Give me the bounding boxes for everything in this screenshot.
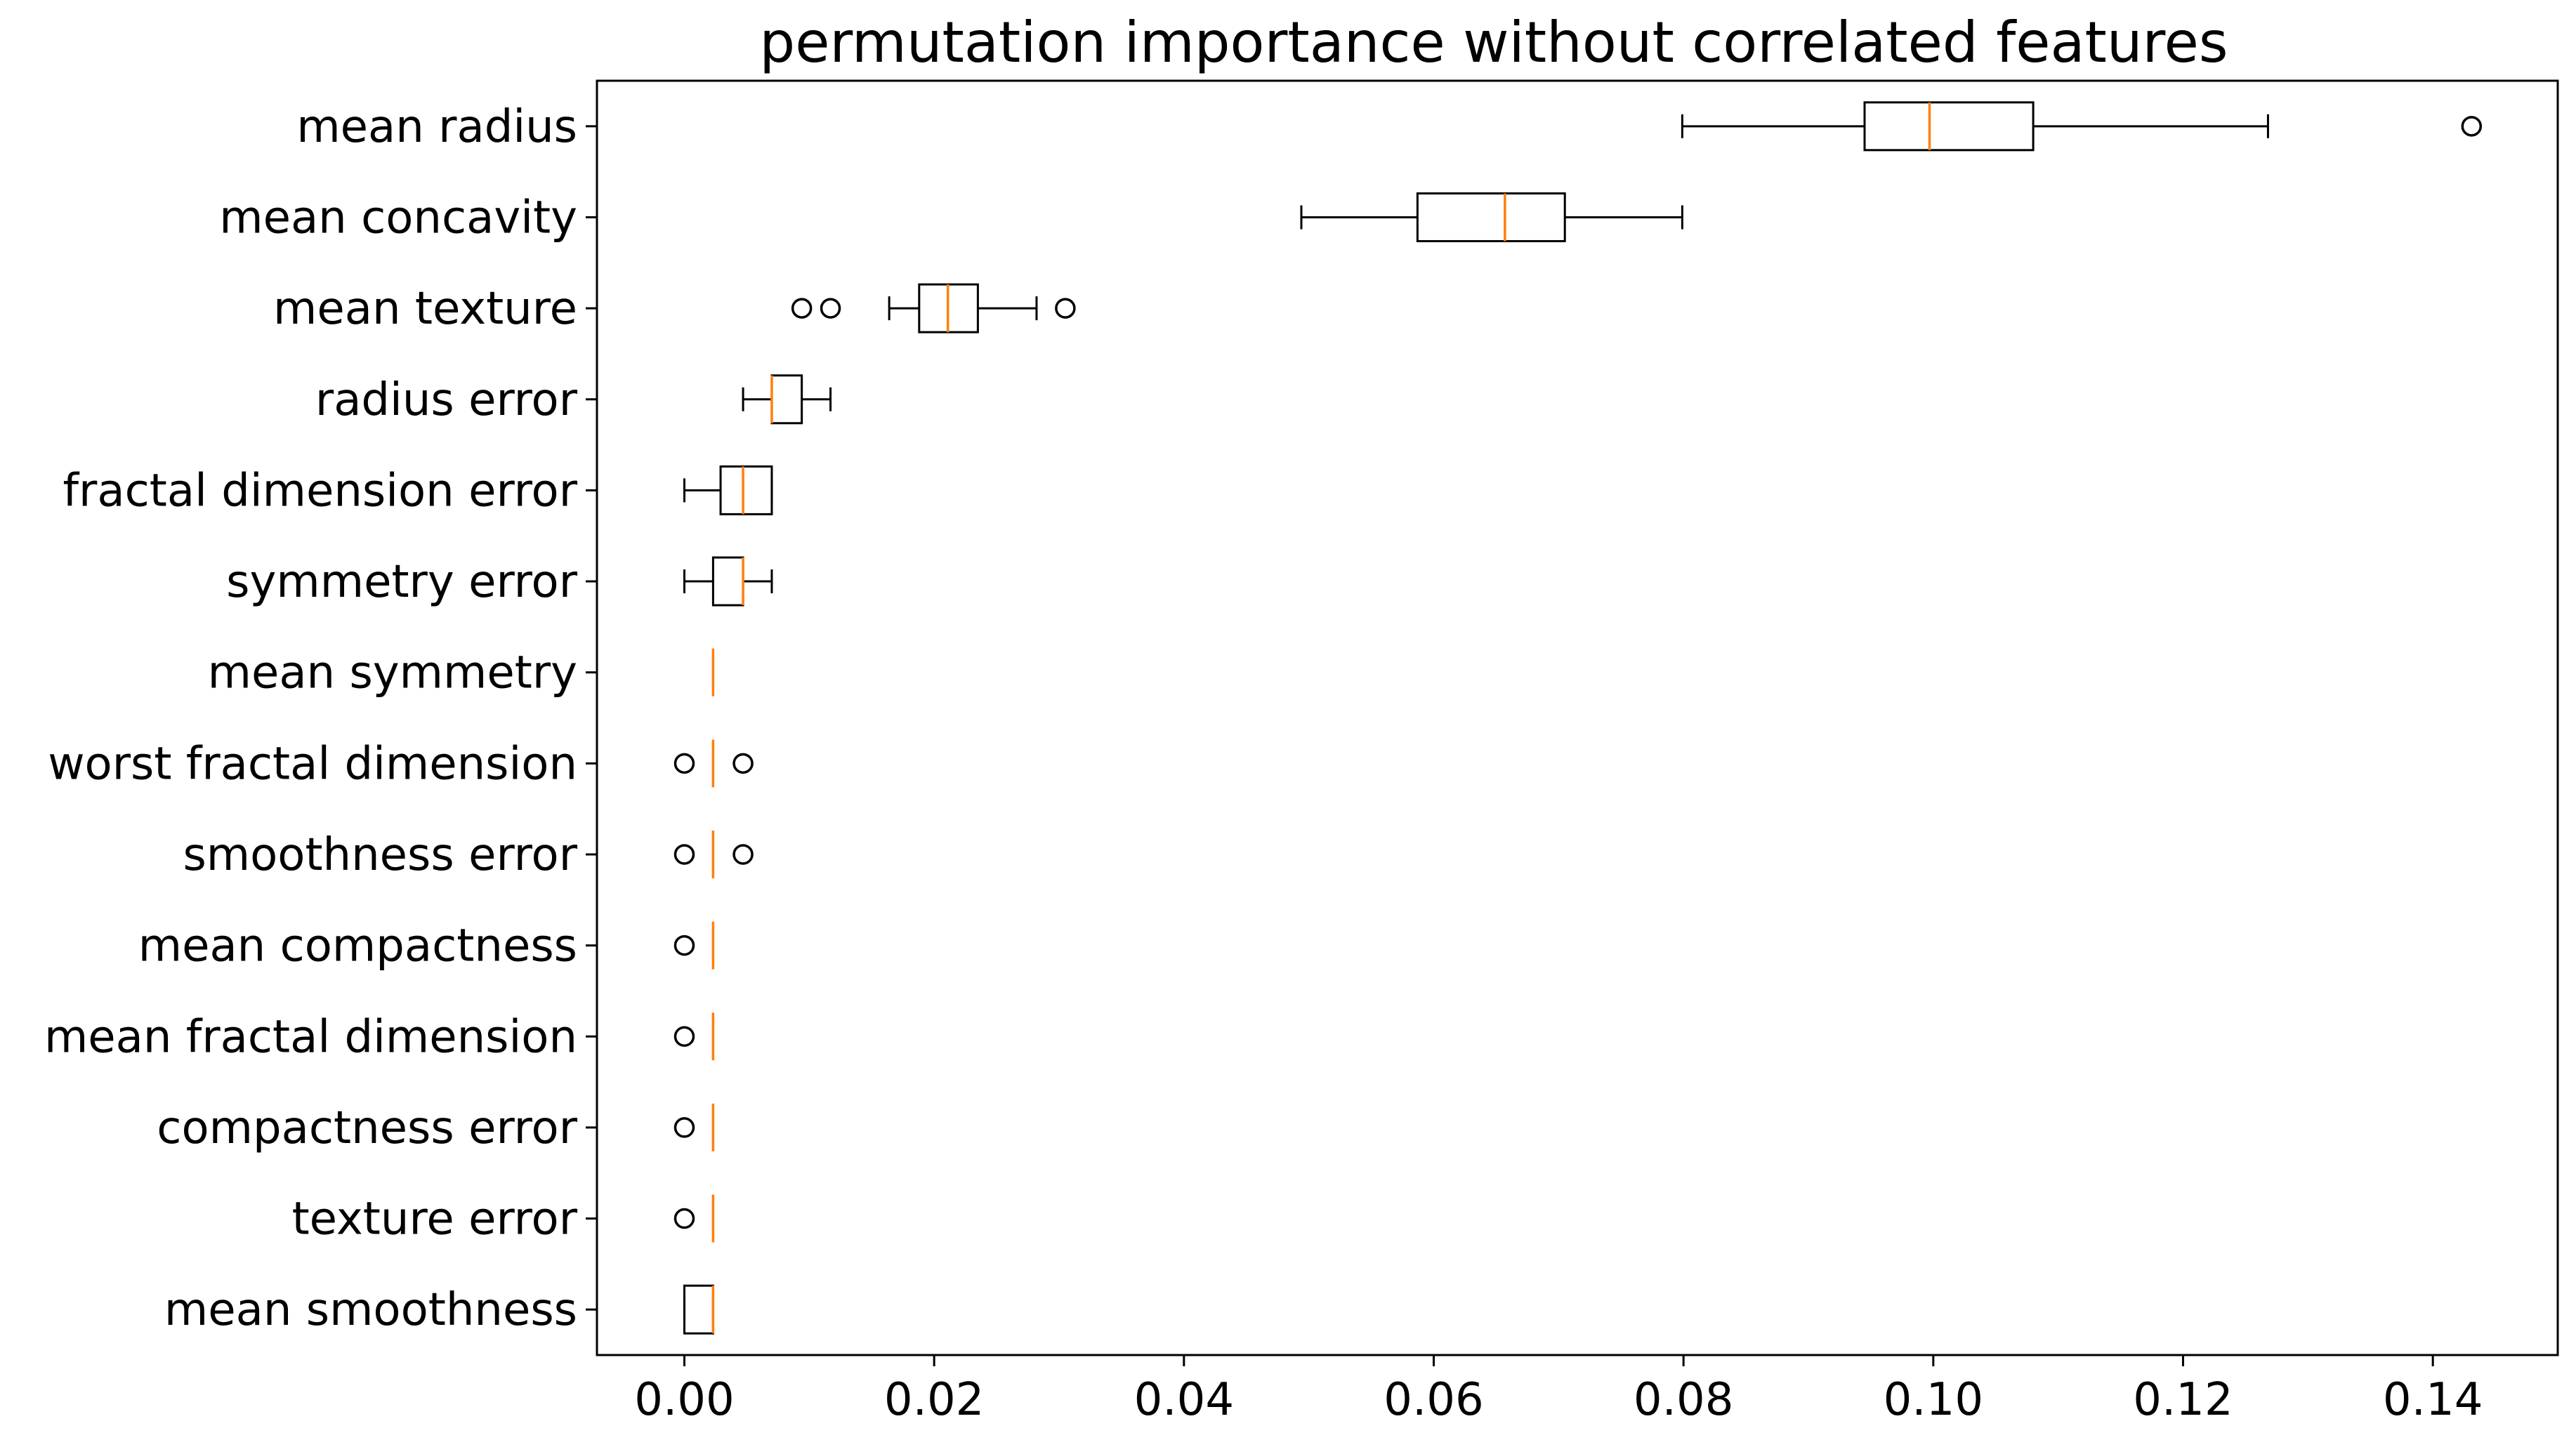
chart-title: permutation importance without correlate… bbox=[759, 10, 2228, 75]
outlier-point bbox=[673, 1026, 695, 1047]
category-label: mean radius bbox=[296, 101, 577, 153]
outlier-point bbox=[673, 1208, 695, 1229]
x-tick-label: 0.04 bbox=[1134, 1374, 1235, 1426]
box-group bbox=[673, 830, 754, 878]
iqr-box bbox=[770, 374, 803, 425]
x-tick-label: 0.02 bbox=[884, 1374, 985, 1426]
outlier-point bbox=[1055, 298, 1076, 319]
x-tick-label: 0.10 bbox=[1884, 1374, 1984, 1426]
box-marks bbox=[673, 101, 2483, 1335]
category-label: fractal dimension error bbox=[63, 465, 578, 517]
category-labels: mean radius mean concavity mean texture rad… bbox=[44, 101, 597, 1336]
category-label: mean symmetry bbox=[208, 647, 577, 699]
category-label: compactness error bbox=[157, 1102, 577, 1154]
box-group bbox=[683, 465, 773, 515]
category-label: worst fractal dimension bbox=[48, 738, 577, 790]
iqr-box bbox=[711, 556, 744, 607]
category-label: mean texture bbox=[273, 283, 577, 335]
box-group bbox=[1300, 192, 1683, 242]
outlier-point bbox=[673, 753, 695, 774]
outlier-point bbox=[820, 298, 841, 319]
iqr-box bbox=[1416, 192, 1566, 242]
box-group bbox=[683, 556, 773, 607]
outlier-point bbox=[732, 753, 754, 774]
outlier-point bbox=[732, 844, 754, 865]
category-label: smoothness error bbox=[183, 829, 577, 881]
outlier-point bbox=[673, 844, 695, 865]
x-tick-label: 0.08 bbox=[1634, 1374, 1734, 1426]
x-axis-ticks: 0.00 0.02 0.04 0.06 0.08 0.10 0.12 0.14 bbox=[634, 1355, 2483, 1426]
x-tick-label: 0.12 bbox=[2133, 1374, 2233, 1426]
category-label: texture error bbox=[292, 1194, 578, 1246]
x-tick-label: 0.00 bbox=[634, 1374, 735, 1426]
box-group bbox=[673, 1194, 715, 1243]
category-label: mean fractal dimension bbox=[44, 1011, 577, 1063]
category-label: mean smoothness bbox=[164, 1284, 577, 1336]
box-group bbox=[742, 374, 832, 425]
box-group bbox=[673, 1103, 715, 1151]
category-label: symmetry error bbox=[226, 556, 578, 608]
plot-area-frame bbox=[596, 79, 2559, 1356]
iqr-box bbox=[683, 1284, 714, 1335]
box-group bbox=[673, 921, 715, 970]
category-label: mean compactness bbox=[138, 920, 577, 972]
iqr-box bbox=[1863, 101, 2035, 152]
box-group bbox=[683, 1284, 715, 1335]
category-label: radius error bbox=[315, 374, 578, 426]
outlier-point bbox=[673, 934, 695, 956]
box-group bbox=[673, 739, 754, 788]
x-tick-label: 0.14 bbox=[2383, 1374, 2483, 1426]
outlier-point bbox=[673, 1117, 695, 1138]
box-group bbox=[791, 283, 1076, 333]
category-label: mean concavity bbox=[219, 192, 577, 244]
box-group bbox=[1681, 101, 2483, 152]
box-group bbox=[673, 1012, 715, 1061]
iqr-box bbox=[719, 465, 773, 515]
x-tick-label: 0.06 bbox=[1384, 1374, 1484, 1426]
outlier-point bbox=[2461, 116, 2483, 137]
outlier-point bbox=[791, 298, 813, 319]
